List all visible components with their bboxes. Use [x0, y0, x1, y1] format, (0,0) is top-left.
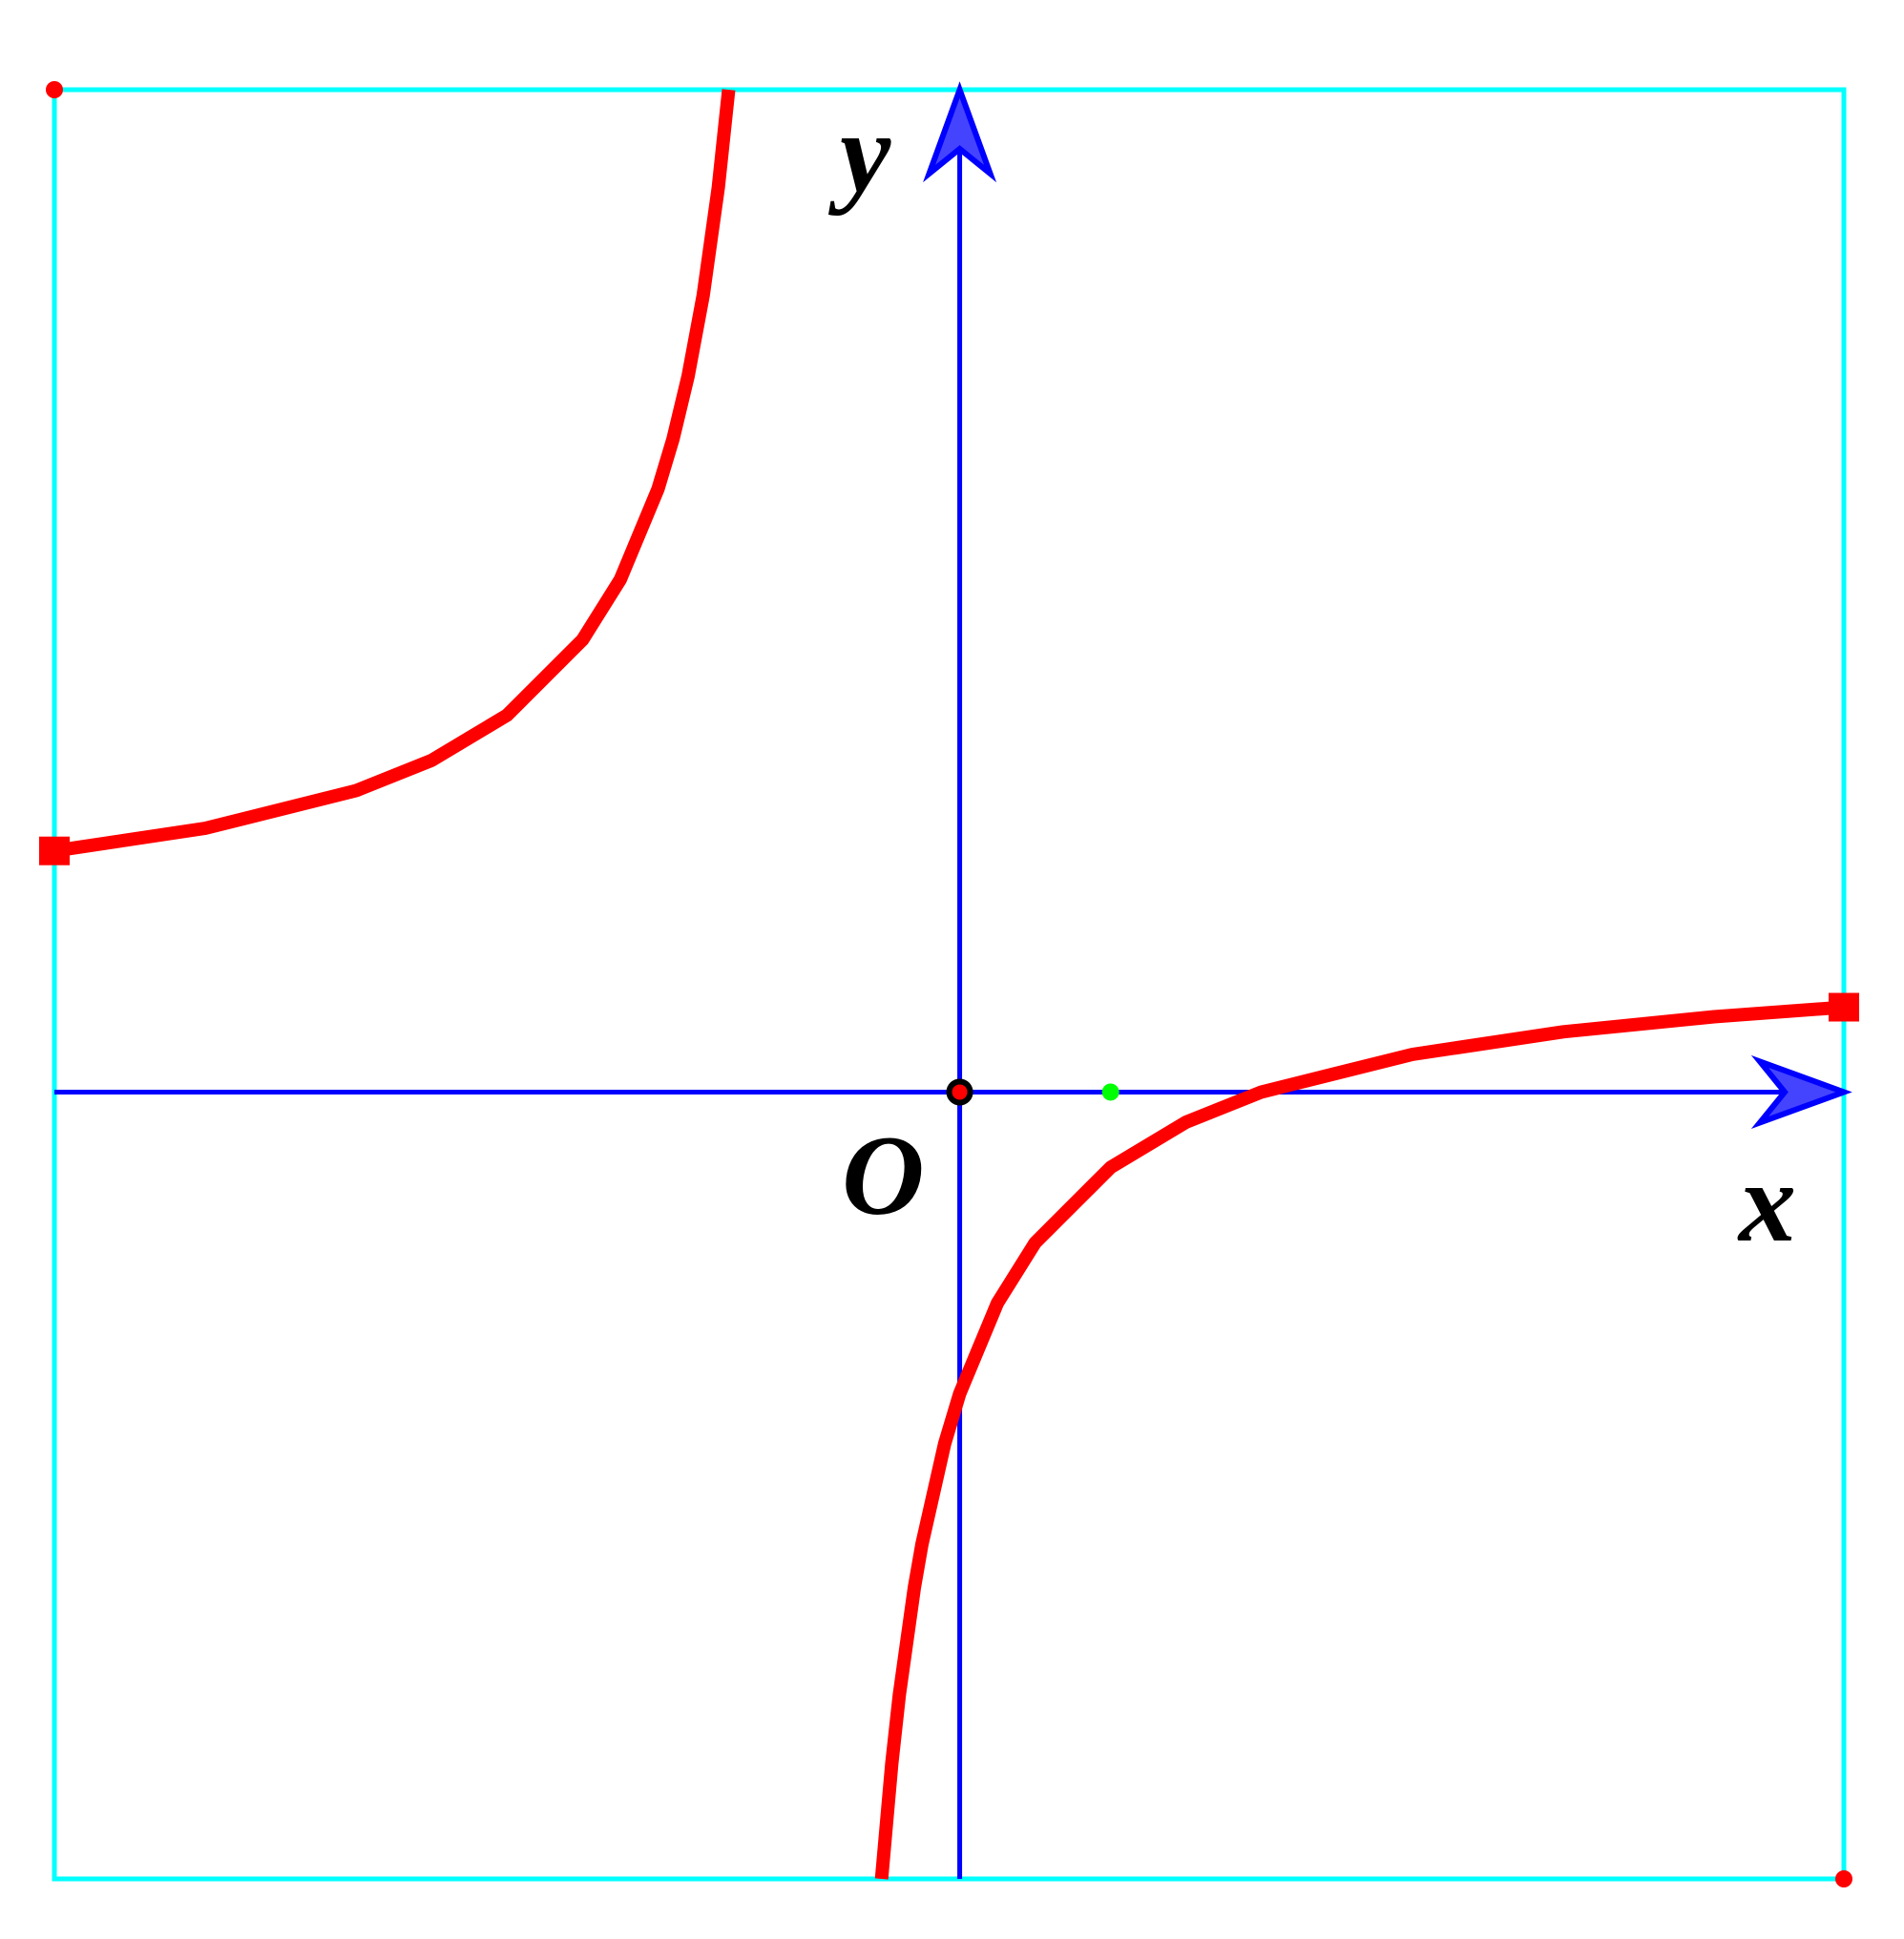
y-axis-label: y — [827, 89, 891, 216]
origin-label: O — [842, 1112, 925, 1239]
point-origin — [946, 1078, 973, 1106]
point-frame-corner-top-left — [46, 81, 63, 98]
curve-branch-left — [52, 89, 736, 858]
curve-branch-right — [874, 1000, 1845, 1880]
curve-endpoint-left — [39, 836, 70, 865]
plot-frame — [52, 87, 1847, 1882]
y-axis-arrow-icon — [923, 81, 997, 183]
curve-endpoint-right — [1829, 992, 1859, 1022]
point-unit-point — [1101, 1083, 1119, 1101]
x-axis-label: x — [1737, 1138, 1796, 1265]
x-axis-arrow-icon — [1750, 1054, 1852, 1129]
point-frame-corner-bottom-right — [1835, 1870, 1852, 1887]
